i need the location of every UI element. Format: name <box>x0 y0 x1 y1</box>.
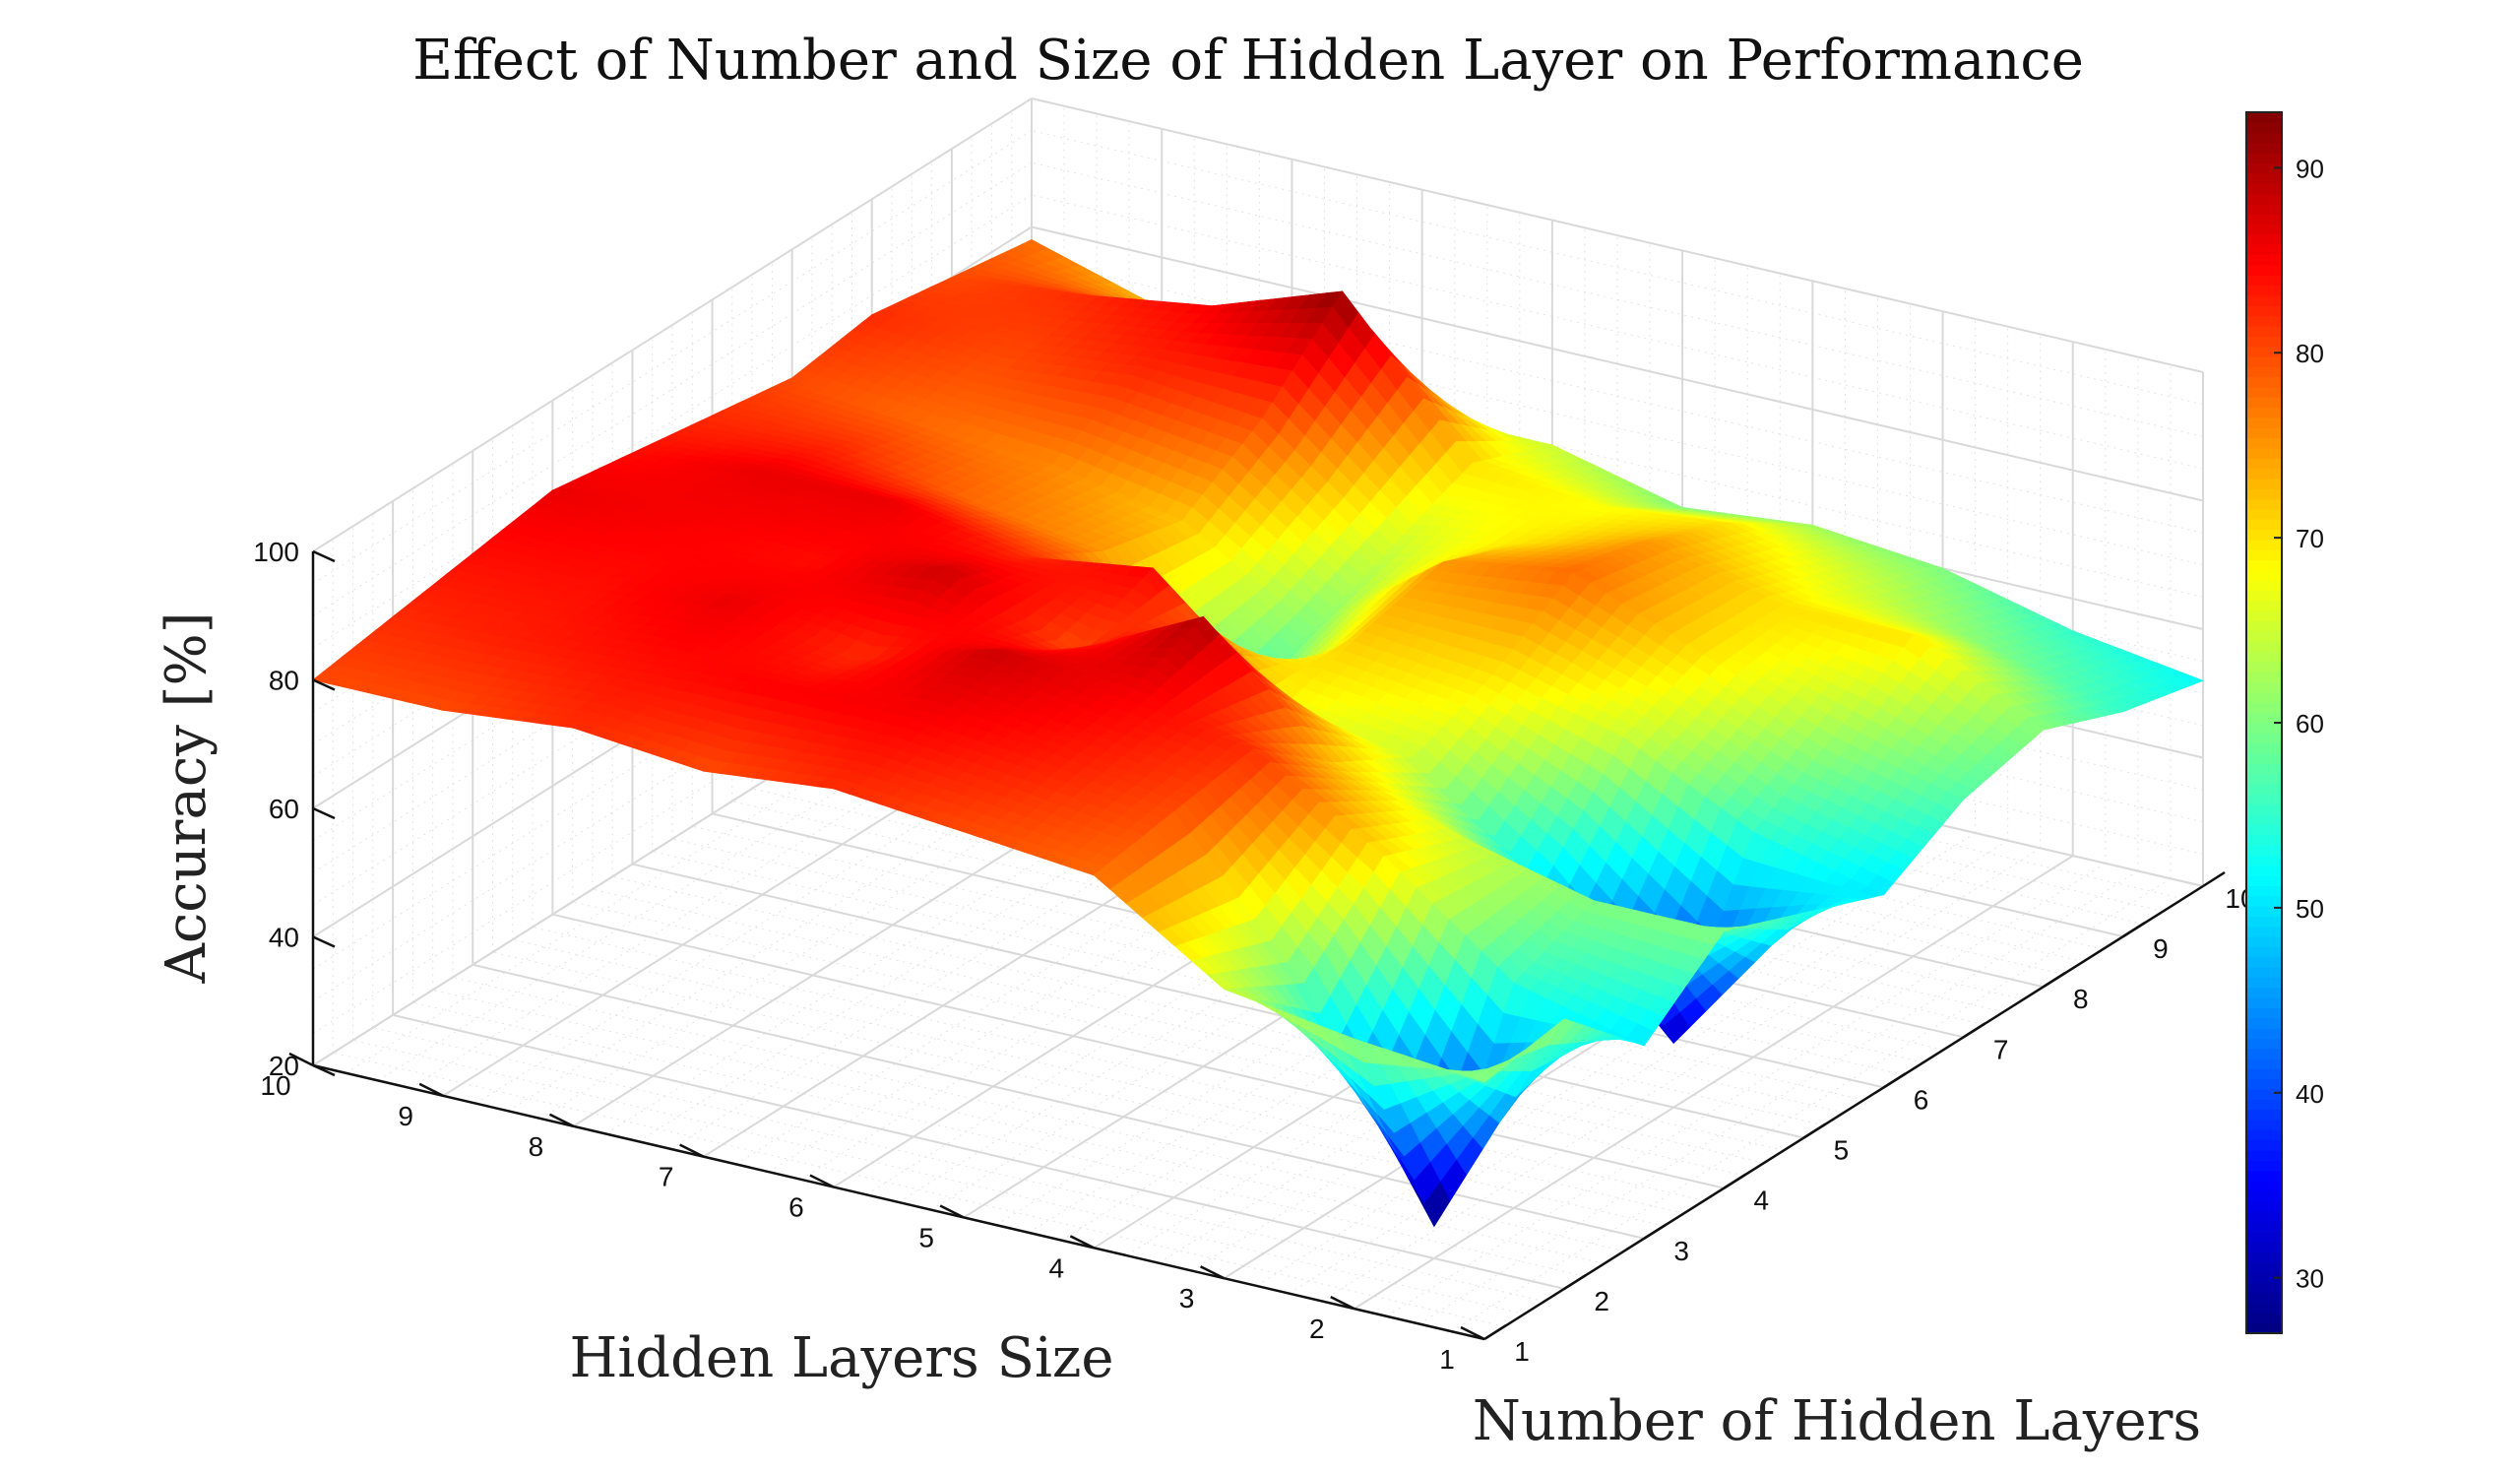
floor-minor-grid-line <box>532 926 1705 1201</box>
floor-minor-grid-line <box>972 649 2144 925</box>
sidewall-minor-grid-line <box>1031 194 2204 470</box>
floor-minor-grid-line <box>772 775 1944 1051</box>
floor-minor-grid-line <box>1011 624 2183 900</box>
sidewall-minor-grid-line <box>1031 161 2204 437</box>
floor-minor-grid-line <box>891 699 2064 975</box>
sidewall-minor-grid-line <box>1031 547 2204 823</box>
floor-minor-grid-line <box>572 901 1744 1177</box>
floor-grid-line <box>1354 855 2074 1310</box>
surface-plot <box>312 239 2205 1228</box>
floor-minor-grid-line <box>832 738 2004 1013</box>
sidewall-grid-line <box>1031 225 2204 502</box>
floor-minor-grid-line <box>671 838 1845 1114</box>
sidewall-minor-grid-line <box>1031 130 2204 406</box>
sidewall-grid-line <box>1031 97 2204 373</box>
floor-minor-grid-line <box>492 951 1665 1227</box>
floor-minor-grid-line <box>912 687 2084 963</box>
floor-minor-grid-line <box>352 1039 1525 1315</box>
floor-grid-line <box>392 1013 1565 1290</box>
sidewall-minor-grid-line <box>1031 290 2204 566</box>
sidewall-minor-grid-line <box>1031 579 2204 855</box>
floor-minor-grid-line <box>612 875 1785 1151</box>
sidewall-minor-grid-line <box>1031 258 2204 534</box>
floor-grid-line <box>552 913 1725 1189</box>
floor-minor-grid-line <box>592 888 1765 1164</box>
floor-minor-grid-line <box>811 750 1984 1026</box>
floor-minor-grid-line <box>991 637 2164 913</box>
floor-grid-line <box>632 863 1804 1139</box>
floor-minor-grid-line <box>851 725 2024 1000</box>
backwall-grid-line <box>312 97 1033 552</box>
floor-minor-grid-line <box>931 674 2104 950</box>
sidewall-minor-grid-line <box>1031 322 2204 598</box>
floor-minor-grid-line <box>751 788 1924 1063</box>
floor-minor-grid-line <box>652 851 1824 1126</box>
floor-minor-grid-line <box>731 801 1904 1076</box>
floor-minor-grid-line <box>432 989 1605 1264</box>
floor-minor-grid-line <box>512 938 1684 1214</box>
floor-minor-grid-line <box>333 1052 1505 1327</box>
floor-minor-grid-line <box>692 825 1864 1101</box>
